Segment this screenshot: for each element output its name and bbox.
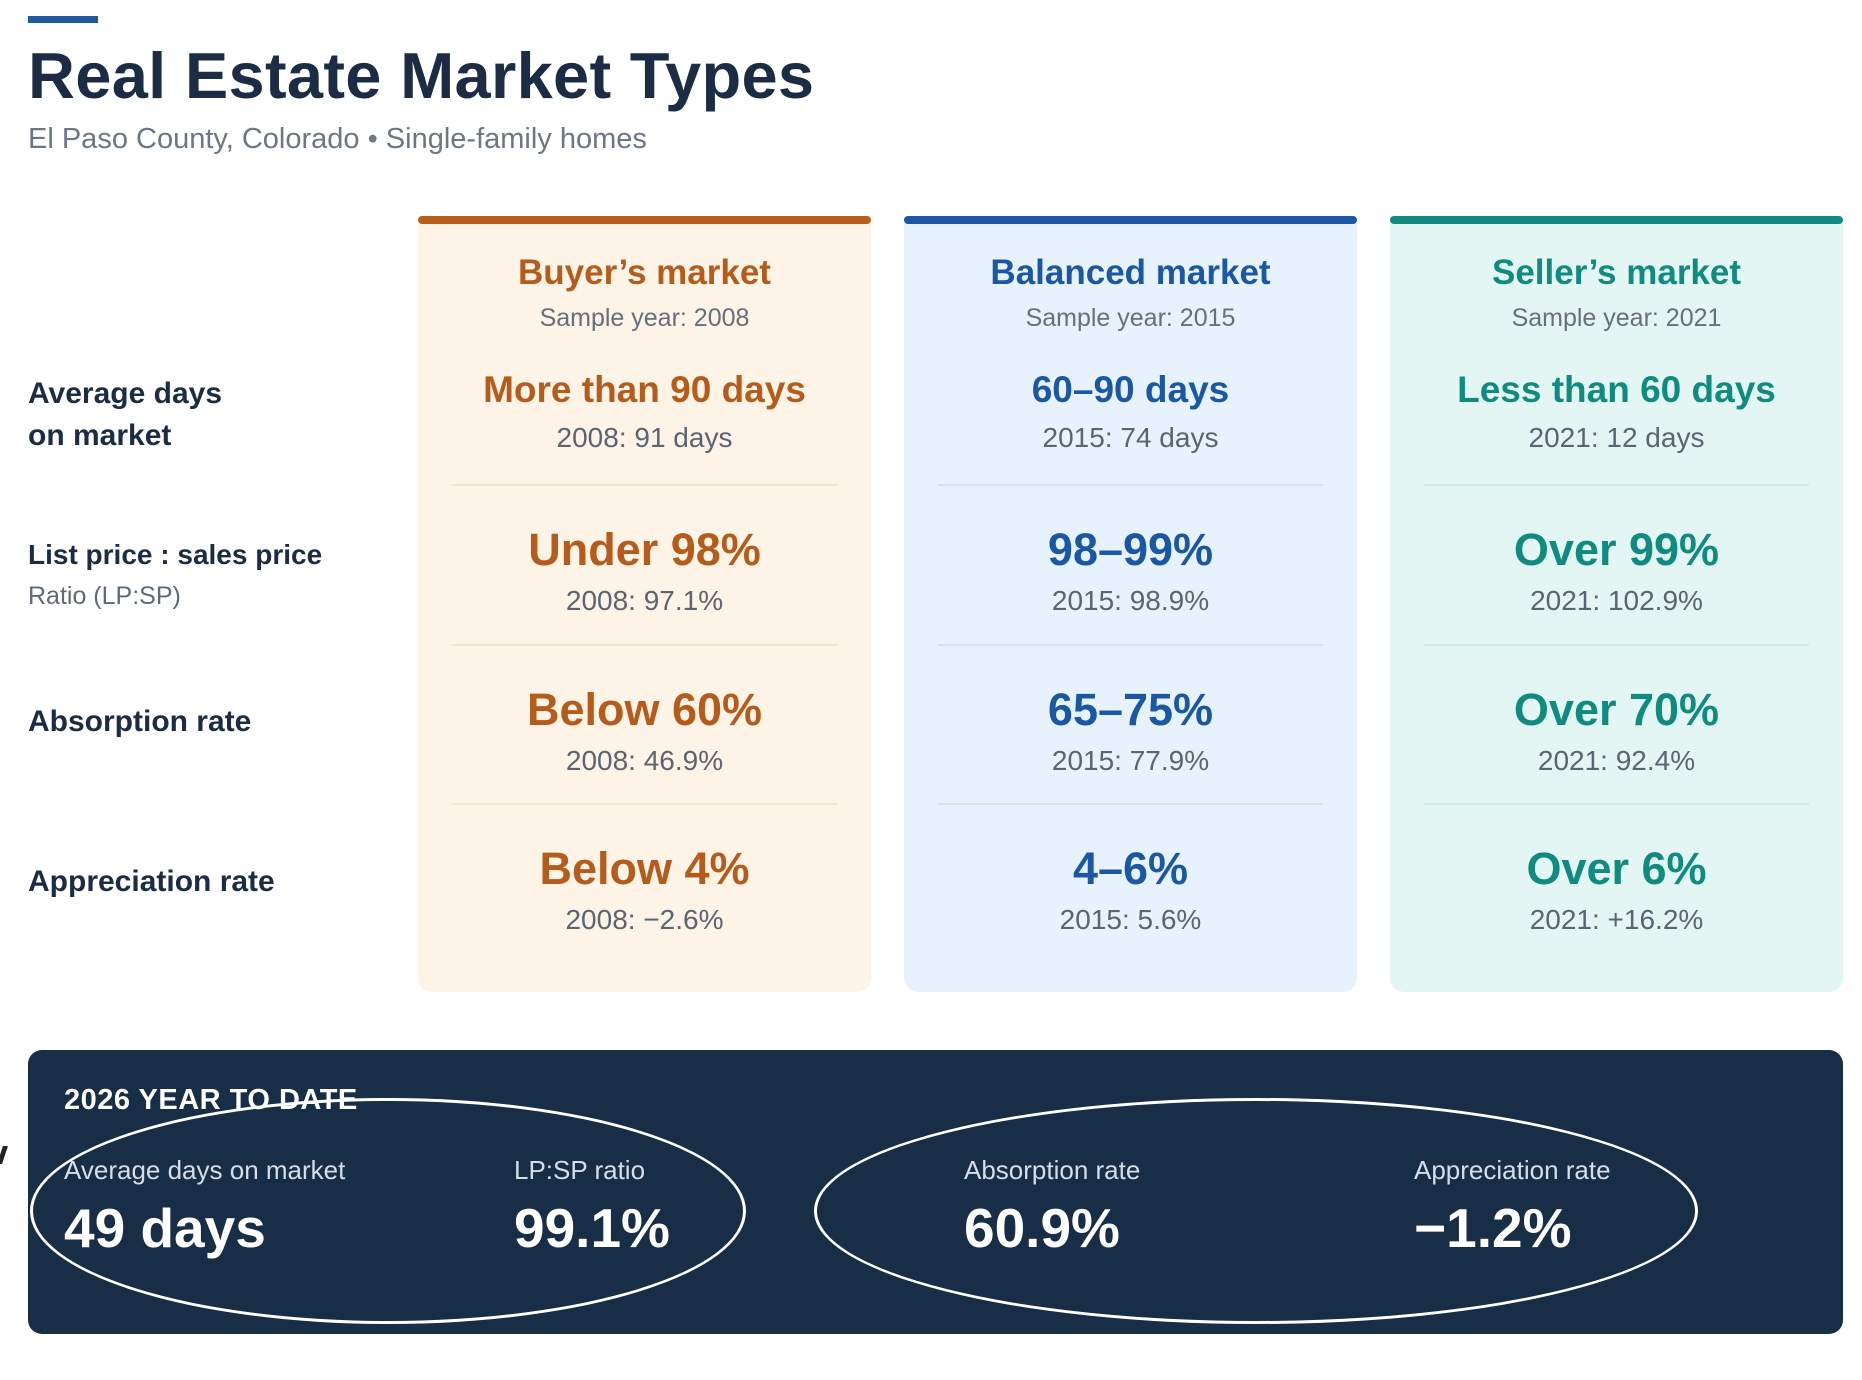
cell-value: Below 4% bbox=[539, 843, 750, 894]
ytd-metric-value: 49 days bbox=[64, 1197, 266, 1259]
cell-detail: 2021: 102.9% bbox=[1530, 585, 1703, 616]
ytd-metric-label: Average days on market bbox=[64, 1155, 346, 1185]
ytd-metric-value: 99.1% bbox=[514, 1197, 670, 1259]
column-top-bar bbox=[904, 216, 1357, 224]
cell-absorption: Over 70% 2021: 92.4% bbox=[1390, 681, 1843, 783]
ytd-panel: 2026 YEAR TO DATE Average days on market… bbox=[28, 1050, 1843, 1334]
cell-value: 98–99% bbox=[1047, 524, 1214, 575]
cell-value: Under 98% bbox=[528, 524, 761, 575]
row-label-text: Appreciation rate bbox=[28, 865, 275, 898]
title-accent-bar bbox=[28, 16, 98, 23]
divider bbox=[452, 644, 837, 646]
row-label-text: Average days bbox=[28, 377, 223, 410]
cell-detail: 2015: 5.6% bbox=[1059, 904, 1202, 935]
ytd-metric-days-on-market: Average days on market 49 days bbox=[64, 1150, 345, 1266]
ytd-metric-label: LP:SP ratio bbox=[514, 1155, 646, 1185]
cell-value: Less than 60 days bbox=[1457, 369, 1776, 410]
cell-days-on-market: 60–90 days 2015: 74 days bbox=[904, 366, 1357, 462]
cell-value: 4–6% bbox=[1072, 843, 1189, 894]
column-buyers-market: Buyer’s market Sample year: 2008 More th… bbox=[418, 216, 871, 992]
column-top-bar bbox=[1390, 216, 1843, 224]
cell-value: Over 99% bbox=[1513, 524, 1720, 575]
cell-absorption: Below 60% 2008: 46.9% bbox=[418, 681, 871, 783]
cell-detail: 2008: −2.6% bbox=[565, 904, 724, 935]
page-subtitle: El Paso County, Colorado • Single-family… bbox=[28, 123, 647, 155]
cell-days-on-market: Less than 60 days 2021: 12 days bbox=[1390, 366, 1843, 462]
ytd-metric-value: −1.2% bbox=[1414, 1197, 1572, 1259]
cell-lp-sp: Under 98% 2008: 97.1% bbox=[418, 521, 871, 623]
cell-detail: 2021: 12 days bbox=[1528, 422, 1705, 453]
cell-appreciation: 4–6% 2015: 5.6% bbox=[904, 840, 1357, 942]
row-label-appreciation: Appreciation rate bbox=[28, 861, 388, 903]
ytd-metric-label: Absorption rate bbox=[964, 1155, 1141, 1185]
cell-detail: 2021: 92.4% bbox=[1537, 745, 1696, 776]
cell-value: More than 90 days bbox=[483, 369, 806, 410]
divider bbox=[452, 803, 837, 805]
column-title: Buyer’s market bbox=[518, 253, 771, 292]
annotation-mark bbox=[0, 1146, 8, 1164]
cell-value: Below 60% bbox=[526, 684, 763, 735]
divider bbox=[938, 484, 1323, 486]
column-balanced-market: Balanced market Sample year: 2015 60–90 … bbox=[904, 216, 1357, 992]
row-label-absorption: Absorption rate bbox=[28, 701, 388, 743]
cell-detail: 2015: 98.9% bbox=[1051, 585, 1210, 616]
row-label-lp-sp: List price : sales price Ratio (LP:SP) bbox=[28, 534, 388, 616]
cell-value: Over 70% bbox=[1513, 684, 1720, 735]
cell-absorption: 65–75% 2015: 77.9% bbox=[904, 681, 1357, 783]
cell-days-on-market: More than 90 days 2008: 91 days bbox=[418, 366, 871, 462]
cell-appreciation: Over 6% 2021: +16.2% bbox=[1390, 840, 1843, 942]
row-label-text: Absorption rate bbox=[28, 705, 252, 738]
ytd-metric-label: Appreciation rate bbox=[1414, 1155, 1611, 1185]
cell-value: 65–75% bbox=[1047, 684, 1214, 735]
row-label-days-on-market: Average days on market bbox=[28, 373, 388, 457]
column-sample-year: Sample year: 2008 bbox=[539, 304, 750, 332]
cell-appreciation: Below 4% 2008: −2.6% bbox=[418, 840, 871, 942]
cell-value: 60–90 days bbox=[1031, 369, 1230, 410]
cell-detail: 2015: 77.9% bbox=[1051, 745, 1210, 776]
ytd-metric-appreciation: Appreciation rate −1.2% bbox=[1414, 1150, 1611, 1266]
ytd-metric-absorption: Absorption rate 60.9% bbox=[964, 1150, 1140, 1266]
divider bbox=[452, 484, 837, 486]
ytd-metric-lp-sp: LP:SP ratio 99.1% bbox=[514, 1150, 670, 1266]
divider bbox=[1424, 484, 1809, 486]
row-label-subtext: Ratio (LP:SP) bbox=[28, 582, 181, 610]
column-top-bar bbox=[418, 216, 871, 224]
divider bbox=[1424, 803, 1809, 805]
column-header: Buyer’s market Sample year: 2008 bbox=[418, 250, 871, 340]
column-header: Balanced market Sample year: 2015 bbox=[904, 250, 1357, 340]
cell-detail: 2008: 46.9% bbox=[565, 745, 724, 776]
cell-detail: 2015: 74 days bbox=[1042, 422, 1219, 453]
divider bbox=[938, 803, 1323, 805]
column-title: Balanced market bbox=[990, 253, 1271, 292]
column-sample-year: Sample year: 2021 bbox=[1511, 304, 1722, 332]
cell-detail: 2008: 91 days bbox=[556, 422, 733, 453]
page-title: Real Estate Market Types bbox=[28, 39, 815, 112]
column-header: Seller’s market Sample year: 2021 bbox=[1390, 250, 1843, 340]
cell-lp-sp: Over 99% 2021: 102.9% bbox=[1390, 521, 1843, 623]
cell-value: Over 6% bbox=[1526, 843, 1707, 894]
ytd-title: 2026 YEAR TO DATE bbox=[64, 1084, 358, 1116]
column-title: Seller’s market bbox=[1491, 253, 1742, 292]
row-label-text: on market bbox=[28, 419, 172, 452]
row-label-text: List price : sales price bbox=[28, 539, 323, 570]
cell-detail: 2008: 97.1% bbox=[565, 585, 724, 616]
cell-detail: 2021: +16.2% bbox=[1529, 904, 1704, 935]
cell-lp-sp: 98–99% 2015: 98.9% bbox=[904, 521, 1357, 623]
ytd-metric-value: 60.9% bbox=[964, 1197, 1120, 1259]
divider bbox=[938, 644, 1323, 646]
column-sample-year: Sample year: 2015 bbox=[1025, 304, 1236, 332]
divider bbox=[1424, 644, 1809, 646]
column-sellers-market: Seller’s market Sample year: 2021 Less t… bbox=[1390, 216, 1843, 992]
